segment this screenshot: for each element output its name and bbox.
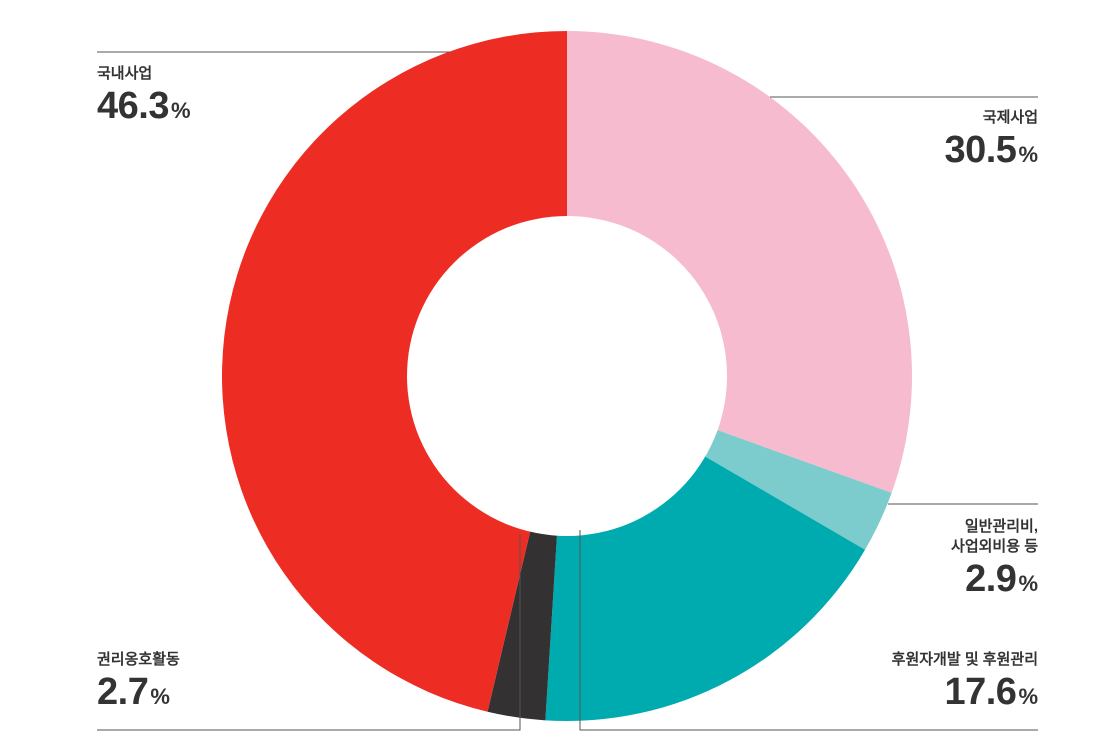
label-international-name: 국제사업 [982, 109, 1038, 126]
label-admin: 일반관리비, 사업외비용 등 2.9% [951, 517, 1038, 607]
label-advocacy-value: 2.7 [97, 671, 149, 713]
label-donor: 후원자개발 및 후원관리 17.6% [892, 650, 1038, 720]
label-domestic-value: 46.3 [97, 85, 169, 127]
label-domestic: 국내사업 46.3% [97, 64, 191, 134]
label-admin-value: 2.9 [965, 558, 1017, 600]
label-international: 국제사업 30.5% [944, 108, 1038, 178]
label-domestic-name: 국내사업 [97, 65, 153, 82]
label-international-value: 30.5 [944, 129, 1017, 171]
label-advocacy-name: 권리옹호활동 [97, 651, 180, 668]
percent-unit: % [150, 684, 170, 709]
donut-hole [407, 216, 727, 536]
percent-unit: % [1018, 571, 1038, 596]
percent-unit: % [1018, 142, 1038, 167]
label-admin-name: 일반관리비, 사업외비용 등 [951, 518, 1038, 555]
slice-domestic [221, 31, 567, 712]
leader-line-advocacy [97, 534, 521, 731]
percent-unit: % [1018, 684, 1038, 709]
label-advocacy: 권리옹호활동 2.7% [97, 650, 180, 720]
percent-unit: % [170, 98, 191, 123]
label-donor-value: 17.6 [944, 671, 1017, 713]
leader-lines [97, 51, 1038, 731]
leader-line-donor [579, 530, 1038, 731]
label-donor-name: 후원자개발 및 후원관리 [891, 651, 1038, 668]
